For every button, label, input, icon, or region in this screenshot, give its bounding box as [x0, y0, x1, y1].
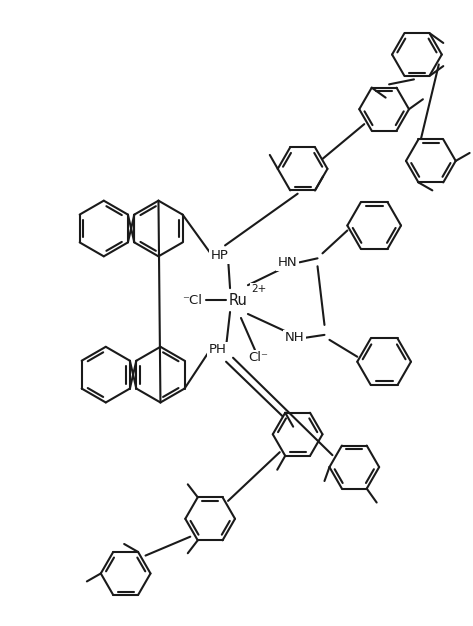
Text: Ru: Ru [228, 292, 247, 307]
Text: HP: HP [211, 249, 229, 262]
Text: PH: PH [209, 343, 227, 356]
Text: 2+: 2+ [251, 284, 266, 294]
Text: ⁻Cl: ⁻Cl [182, 294, 202, 307]
Text: HN: HN [278, 256, 298, 269]
Text: NH: NH [285, 331, 305, 344]
Text: Cl⁻: Cl⁻ [248, 351, 268, 364]
